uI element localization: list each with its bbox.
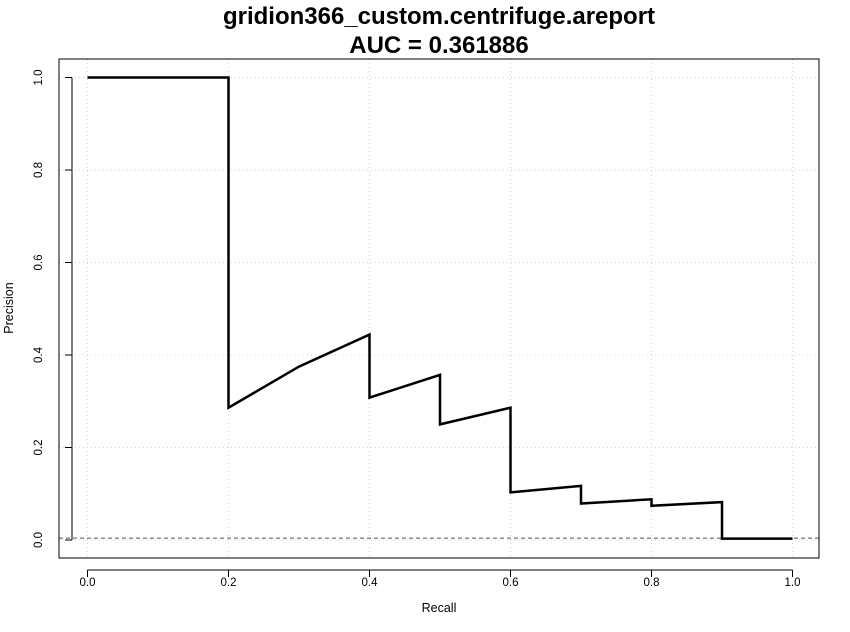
y-tick-label: 0.2 — [33, 440, 45, 456]
x-tick-label: 0.0 — [80, 577, 96, 589]
y-axis-label: Precision — [2, 282, 16, 333]
grid-lines — [59, 59, 819, 558]
y-tick-label: 1.0 — [33, 70, 45, 86]
plot-frame — [58, 58, 820, 559]
y-axis: 0.0 0.2 0.4 0.6 0.8 1.0 — [33, 70, 73, 548]
pr-curve-line — [87, 76, 793, 540]
x-tick-label: 0.2 — [221, 577, 237, 589]
y-tick-label: 0.4 — [33, 346, 45, 363]
x-tick-label: 1.0 — [785, 577, 801, 589]
chart-title: gridion366_custom.centrifuge.areport — [223, 3, 655, 30]
x-tick-label: 0.6 — [503, 577, 519, 589]
y-tick-label: 0.0 — [33, 532, 45, 548]
x-axis: 0.0 0.2 0.4 0.6 0.8 1.0 — [80, 569, 801, 589]
x-tick-label: 0.8 — [644, 577, 660, 589]
chart-subtitle: AUC = 0.361886 — [349, 32, 528, 59]
x-tick-label: 0.4 — [362, 577, 379, 589]
series-group — [87, 76, 793, 540]
y-tick-label: 0.6 — [33, 255, 45, 271]
y-tick-label: 0.8 — [33, 162, 45, 178]
x-axis-label: Recall — [422, 601, 457, 615]
